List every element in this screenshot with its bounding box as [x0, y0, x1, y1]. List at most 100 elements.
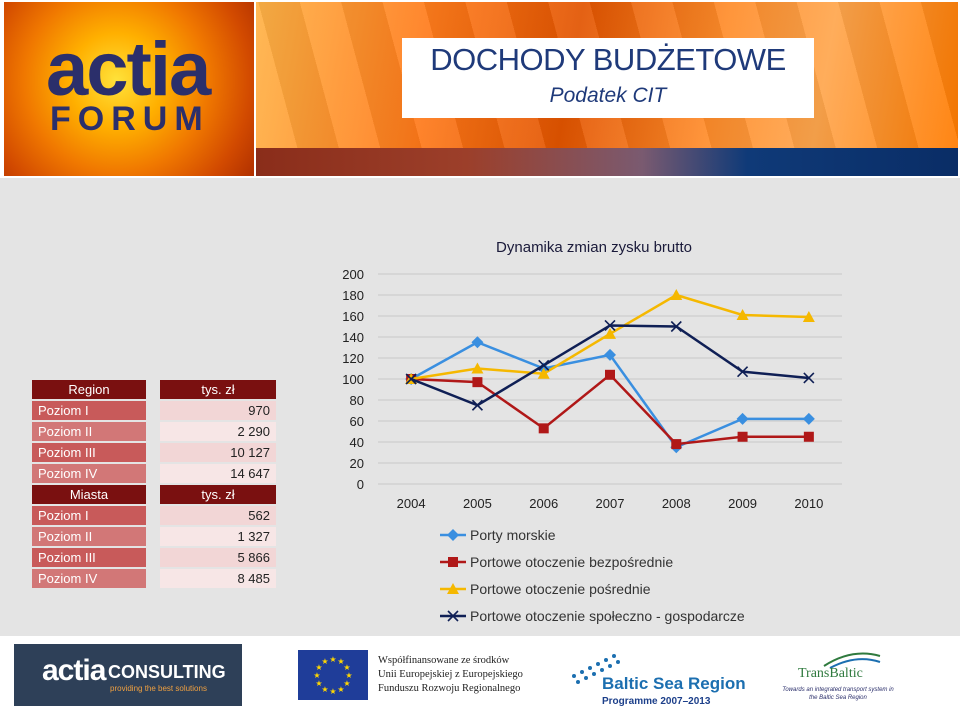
eu-flag-icon: ★ ★ ★ ★ ★ ★ ★ ★ ★ ★ ★ ★	[298, 650, 368, 700]
table-row: Poziom IV 8 485	[32, 569, 276, 588]
table-header-label: Miasta	[32, 485, 146, 504]
triangle-marker	[670, 289, 683, 300]
page-title: DOCHODY BUDŻETOWE	[430, 42, 786, 77]
bsr-programme: Programme 2007–2013	[602, 696, 711, 707]
y-tick-label: 120	[342, 351, 364, 366]
svg-text:★: ★	[329, 687, 336, 696]
y-tick-label: 200	[342, 267, 364, 282]
bsr-title: Baltic Sea Region	[602, 674, 746, 693]
row-label: Poziom III	[32, 443, 146, 462]
y-tick-label: 80	[350, 393, 364, 408]
triangle-marker	[802, 311, 815, 323]
x-marker-stroke	[737, 366, 749, 378]
row-label: Poziom I	[32, 401, 146, 420]
table-row: Poziom IV 14 647	[32, 464, 276, 483]
x-marker	[538, 359, 550, 371]
baltic-sea-region-logo: Baltic Sea Region Programme 2007–2013	[560, 644, 760, 710]
banner-photo	[256, 2, 958, 148]
row-label: Poziom II	[32, 422, 146, 441]
table-header-row: Region tys. zł	[32, 380, 276, 399]
x-marker-stroke	[803, 372, 815, 384]
diamond-marker	[447, 529, 459, 541]
svg-text:★: ★	[343, 679, 350, 688]
x-marker-stroke	[538, 359, 550, 371]
triangle-marker	[471, 362, 484, 374]
eu-text-line: Współfinansowane ze środków	[378, 655, 510, 666]
y-axis: 0 20 40 60 80 100 120 140 160 180 200	[342, 267, 364, 492]
x-marker	[803, 372, 815, 384]
title-box: DOCHODY BUDŻETOWE Podatek CIT	[402, 38, 814, 118]
eu-text-line: Funduszu Rozwoju Regionalnego	[378, 683, 521, 694]
square-marker	[671, 439, 682, 450]
row-value: 10 127	[160, 443, 276, 462]
actia-forum-logo: actia	[46, 27, 211, 112]
chart-legend: Porty morskie Portowe otoczenie bezpośred…	[440, 527, 745, 624]
row-value: 2 290	[160, 422, 276, 441]
legend-entry: Porty morskie	[440, 527, 556, 543]
square-marker	[737, 431, 748, 442]
consulting-word: CONSULTING	[108, 662, 226, 682]
svg-text:★: ★	[337, 685, 344, 694]
legend-entry: Portowe otoczenie bezpośrednie	[440, 554, 673, 570]
eu-text-line: Unii Europejskiej z Europejskiego	[378, 669, 523, 680]
legend-label: Portowe otoczenie społeczno - gospodarcz…	[470, 608, 745, 624]
triangle-marker	[736, 308, 749, 320]
svg-text:★: ★	[313, 671, 320, 680]
x-axis: 2004 2005 2006 2007 2008 2009 2010	[397, 496, 824, 511]
x-tick-label: 2010	[794, 496, 823, 511]
x-marker-stroke	[405, 373, 417, 385]
x-marker-stroke	[447, 610, 459, 622]
svg-text:★: ★	[315, 663, 322, 672]
table-header-unit: tys. zł	[160, 485, 276, 504]
series-square	[406, 369, 814, 450]
square-marker	[538, 423, 549, 434]
table-row: Poziom II 2 290	[32, 422, 276, 441]
transbaltic-title: TransBaltic	[798, 666, 863, 681]
x-marker	[604, 319, 616, 332]
transbaltic-swoosh-icon	[823, 652, 881, 669]
diamond-marker	[736, 412, 749, 425]
x-tick-label: 2004	[397, 496, 426, 511]
svg-text:★: ★	[337, 657, 344, 666]
chart-title: Dynamika zmian zysku brutto	[496, 239, 692, 256]
y-tick-label: 180	[342, 288, 364, 303]
row-value: 970	[160, 401, 276, 420]
row-value: 8 485	[160, 569, 276, 588]
banner-sunburst	[4, 2, 254, 176]
square-marker	[448, 557, 458, 567]
triangle-marker	[447, 583, 459, 594]
y-tick-label: 100	[342, 372, 364, 387]
legend-label: Portowe otoczenie pośrednie	[470, 581, 651, 597]
table-header-unit: tys. zł	[160, 380, 276, 399]
x-tick-label: 2009	[728, 496, 757, 511]
x-marker	[471, 399, 483, 411]
table-row: Poziom I 970	[32, 401, 276, 420]
y-tick-label: 60	[350, 414, 364, 429]
bsr-wave-icon	[572, 654, 620, 684]
x-marker	[447, 610, 459, 622]
x-marker-stroke	[670, 320, 682, 333]
square-marker	[605, 369, 615, 380]
eu-funding-text: Współfinansowane ze środków Unii Europej…	[378, 654, 523, 696]
triangle-marker	[604, 327, 616, 339]
header-banner: actia FORUM DOCHODY BUDŻETOWE Podatek CI…	[0, 0, 960, 178]
square-marker	[472, 377, 483, 388]
actia-consulting-logo: actia CONSULTING providing the best solu…	[14, 644, 242, 706]
diamond-marker	[604, 348, 616, 361]
x-tick-label: 2008	[662, 496, 691, 511]
svg-text:★: ★	[321, 657, 328, 666]
x-marker-stroke	[471, 399, 483, 411]
svg-text:★: ★	[345, 671, 352, 680]
transbaltic-subtitle: Towards an integrated transport system i…	[782, 687, 894, 701]
row-label: Poziom IV	[32, 464, 146, 483]
svg-text:★: ★	[321, 685, 328, 694]
svg-text:★: ★	[315, 679, 322, 688]
x-marker	[405, 373, 417, 385]
x-tick-label: 2005	[463, 496, 492, 511]
diamond-marker	[802, 412, 815, 425]
row-label: Poziom I	[32, 506, 146, 525]
svg-text:★: ★	[343, 663, 350, 672]
x-marker-stroke	[604, 319, 616, 332]
table-row: Poziom III 10 127	[32, 443, 276, 462]
